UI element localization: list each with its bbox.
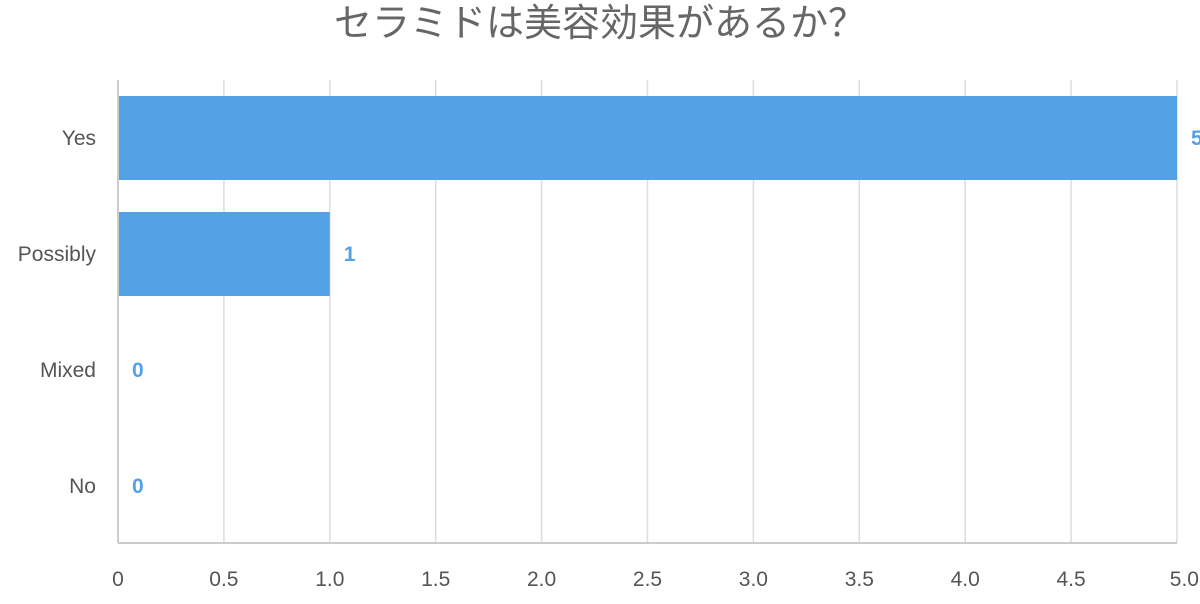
x-tick-label: 2.0 [527,568,556,591]
x-tick-label: 1.5 [421,568,450,591]
chart-title: セラミドは美容効果があるか？ [334,1,866,45]
y-category-label: Mixed [40,359,96,382]
x-tick-label: 0.5 [209,568,238,591]
x-tick-label: 1.0 [315,568,344,591]
x-tick-label: 2.5 [633,568,662,591]
y-category-label: Possibly [18,243,97,266]
label-layer: 0 0.5 1.0 1.5 2.0 2.5 3.0 3.5 4.0 4.5 5.0 Yes 5 Possi… [18,127,1200,591]
bar [119,96,1177,180]
x-tick-label: 3.5 [845,568,874,591]
x-tick-label: 4.0 [951,568,980,591]
x-tick-label: 5.0 [1170,568,1199,591]
bar-value-label: 5 [1191,127,1200,150]
bar-layer [119,96,1177,296]
x-tick-label: 0 [112,568,124,591]
bar-value-label: 0 [132,359,144,382]
x-tick-label: 4.5 [1056,568,1085,591]
y-category-label: No [69,475,96,498]
x-tick-label: 3.0 [739,568,768,591]
bar-value-label: 1 [344,243,356,266]
axis-layer [117,80,1177,544]
bar-value-label: 0 [132,475,144,498]
y-category-label: Yes [62,127,96,150]
bar [119,212,330,296]
